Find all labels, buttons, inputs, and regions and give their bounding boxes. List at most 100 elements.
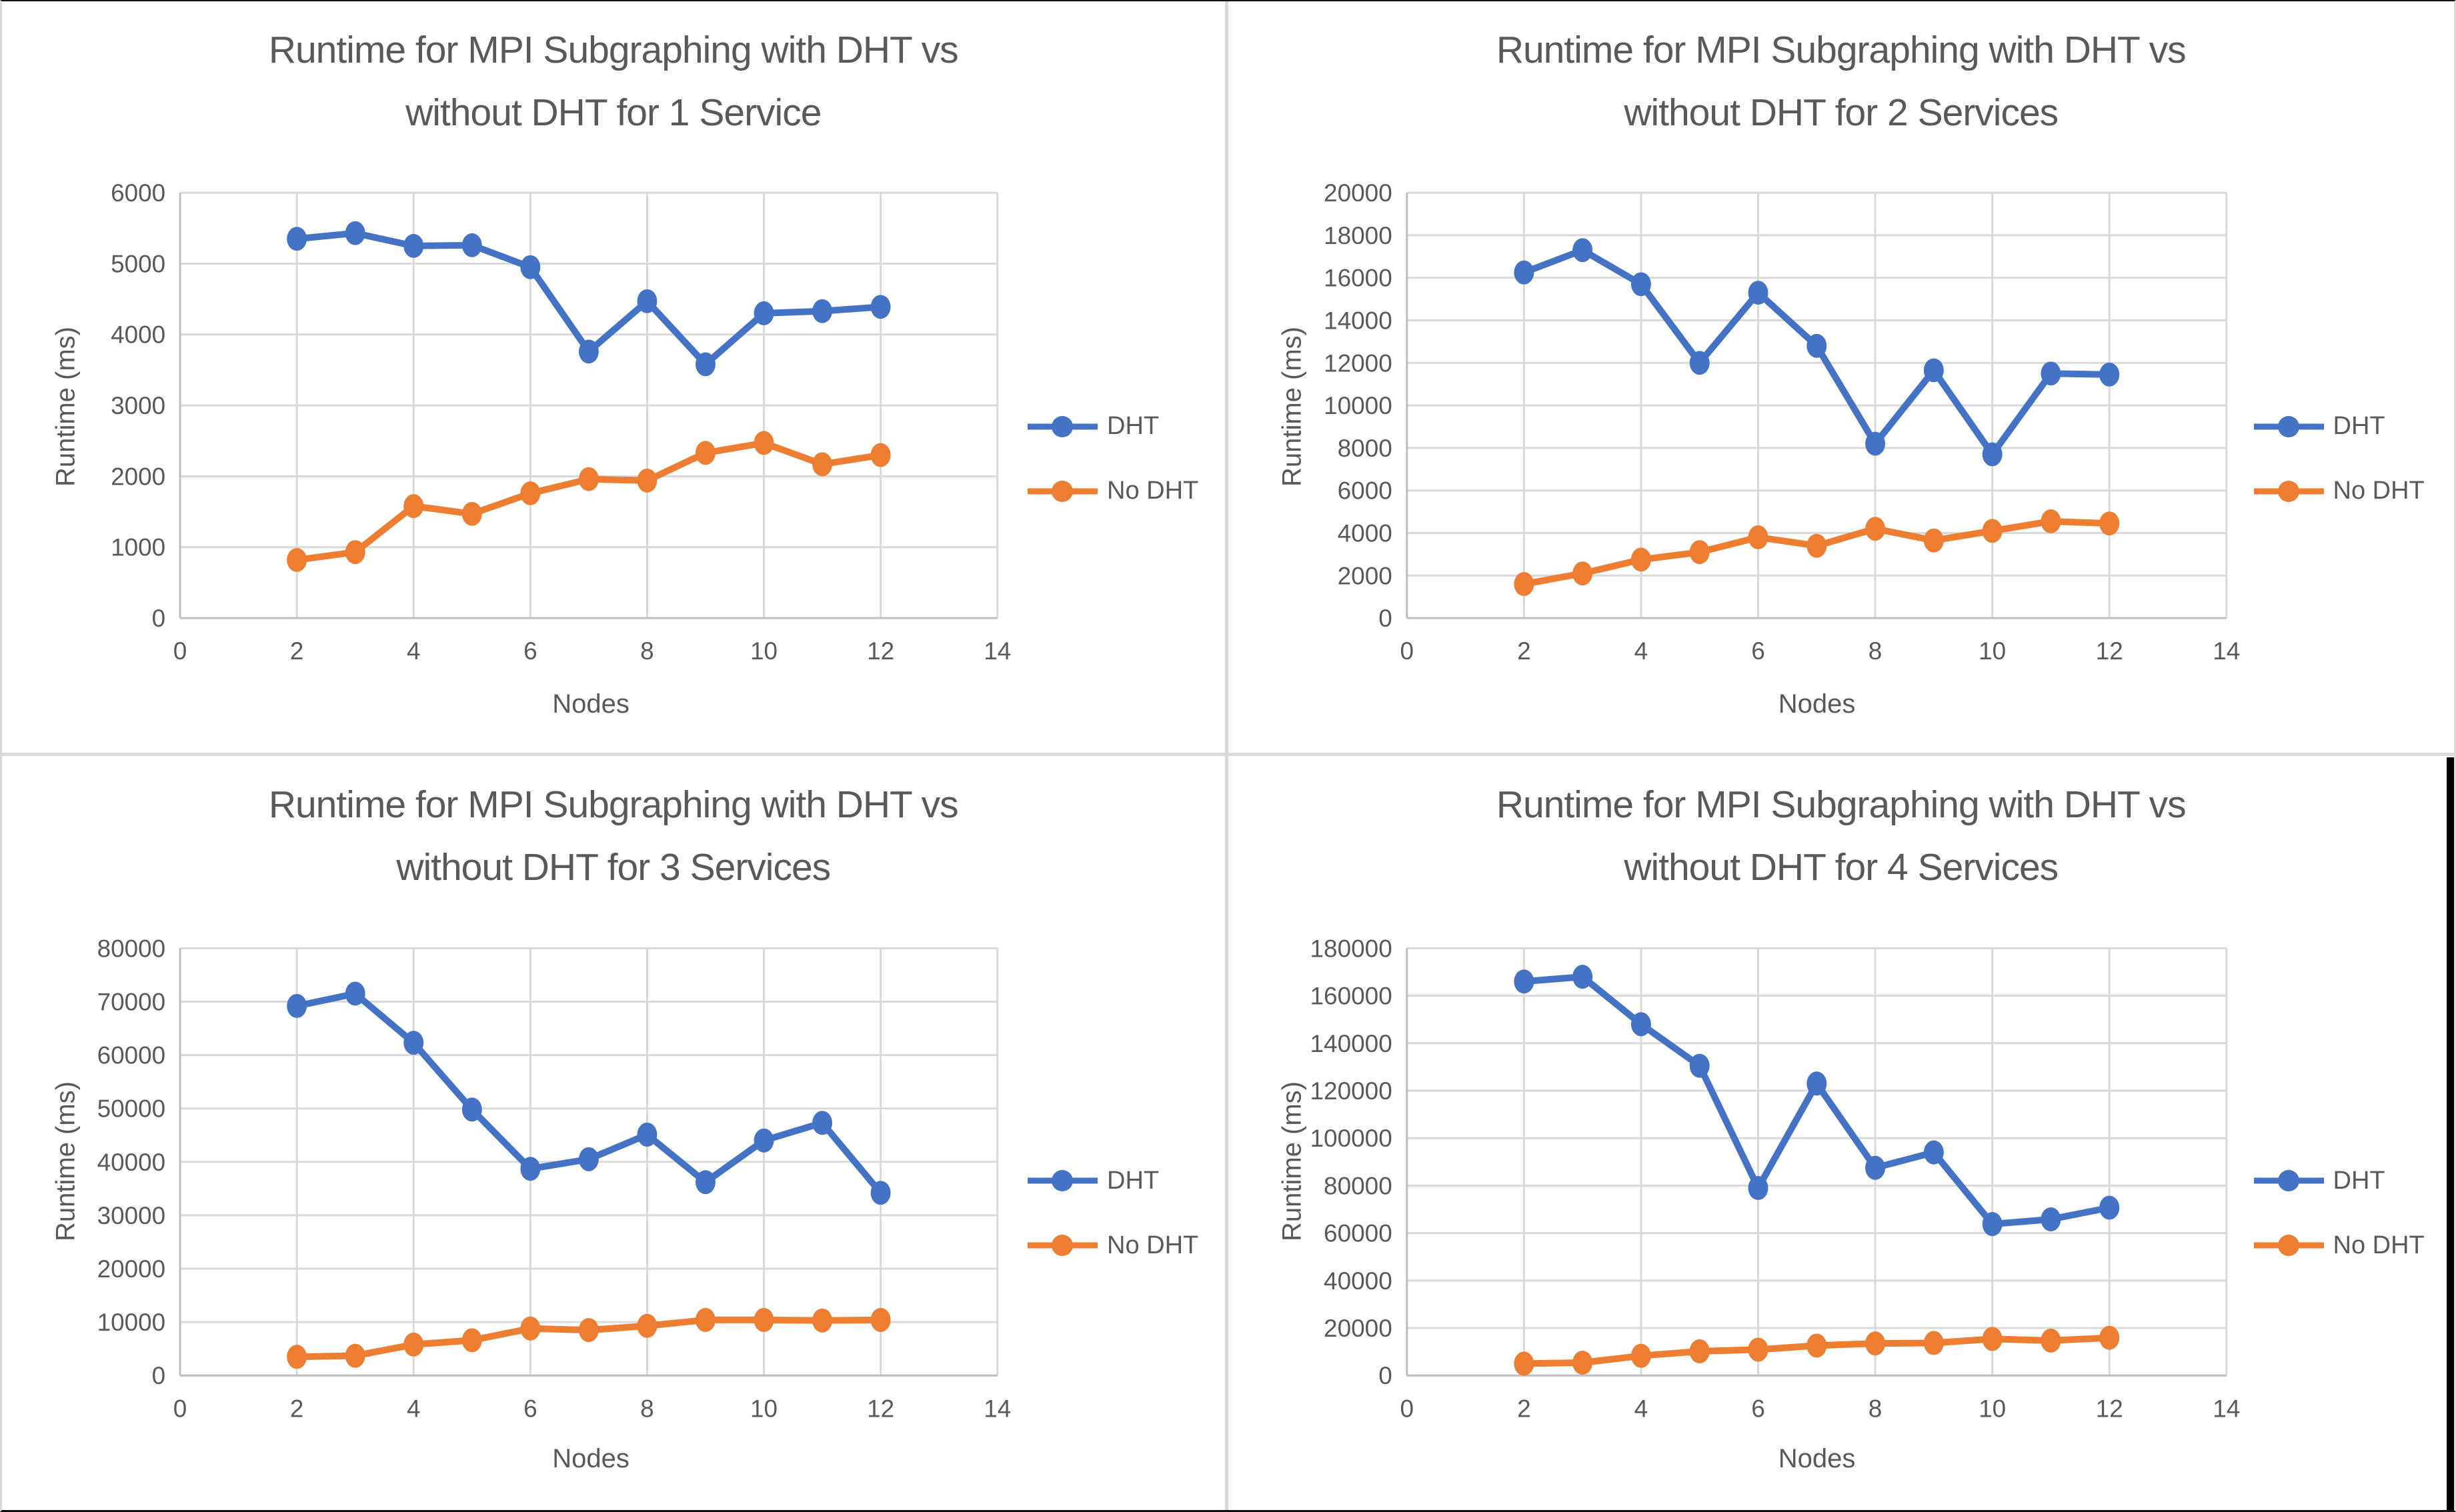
dht-line-marker-icon	[2253, 1170, 2324, 1191]
data-point-marker-no-dht	[1806, 1333, 1826, 1357]
y-tick-label: 4000	[111, 321, 165, 349]
no-dht-line-marker-icon	[1028, 480, 1098, 502]
data-point-marker-dht	[1748, 281, 1768, 305]
y-tick-label: 100000	[1310, 1125, 1392, 1152]
data-point-marker-dht	[870, 1180, 891, 1205]
data-point-marker-dht	[1689, 351, 1710, 375]
data-point-marker-dht	[1572, 238, 1592, 263]
y-tick-label: 70000	[97, 988, 165, 1015]
data-point-marker-dht	[2099, 362, 2119, 387]
data-point-marker-dht	[1630, 1011, 1651, 1036]
data-point-marker-no-dht	[696, 441, 716, 465]
legend: DHT No DHT	[1028, 412, 1198, 505]
data-point-marker-dht	[1806, 333, 1826, 358]
data-point-marker-dht	[637, 289, 658, 313]
legend-label-no-dht: No DHT	[1107, 477, 1199, 505]
data-point-marker-dht	[696, 352, 716, 377]
data-point-marker-no-dht	[1572, 1350, 1592, 1375]
series-line-no-dht	[293, 439, 884, 563]
y-tick-label: 2000	[1337, 562, 1392, 589]
chart-title-line1: Runtime for MPI Subgraphing with DHT vs	[268, 29, 959, 71]
plot-area-1-service: 0 2 4 6 8 10 12 14 0 1000 2000 3000 4000 5000 6000	[111, 179, 1011, 665]
y-tick-label: 6000	[1337, 477, 1392, 505]
y-tick-label: 140000	[1310, 1029, 1392, 1057]
chart-title-line2: without DHT for 4 Services	[1624, 845, 2059, 889]
x-tick-label: 0	[173, 1395, 187, 1422]
chart-title-line1: Runtime for MPI Subgraphing with DHT vs	[1496, 783, 2187, 826]
data-point-marker-no-dht	[1630, 1343, 1651, 1368]
x-tick-label: 10	[1979, 637, 2006, 665]
data-point-marker-dht	[345, 221, 365, 245]
y-tick-label: 20000	[1324, 1315, 1392, 1342]
data-point-marker-no-dht	[287, 1344, 307, 1369]
no-dht-line-marker-icon	[2253, 1235, 2324, 1256]
x-tick-label: 12	[867, 1395, 894, 1422]
y-tick-label: 20000	[1324, 179, 1392, 207]
data-point-marker-no-dht	[1982, 519, 2003, 543]
data-point-marker-dht	[696, 1169, 716, 1194]
data-point-marker-dht	[1689, 1053, 1710, 1078]
data-point-marker-dht	[461, 233, 482, 257]
chart-title-line1: Runtime for MPI Subgraphing with DHT vs	[1496, 29, 2187, 71]
y-tick-label: 80000	[1324, 1172, 1392, 1199]
data-point-marker-no-dht	[578, 1317, 599, 1342]
data-point-marker-dht	[2040, 1207, 2061, 1231]
data-point-marker-no-dht	[812, 1308, 833, 1333]
x-tick-label: 12	[2095, 1395, 2123, 1422]
data-point-marker-no-dht	[345, 540, 365, 565]
data-point-marker-dht	[287, 227, 307, 251]
x-tick-label: 12	[2095, 637, 2123, 665]
chart-title-line2: without DHT for 2 Services	[1624, 91, 2059, 134]
data-point-marker-no-dht	[1865, 517, 1885, 541]
chart-title: Runtime for MPI Subgraphing with DHT vs …	[2, 773, 1225, 899]
data-point-marker-no-dht	[637, 1313, 658, 1338]
data-point-marker-no-dht	[1865, 1331, 1885, 1355]
legend-item-dht: DHT	[2253, 412, 2425, 441]
y-tick-label: 18000	[1324, 222, 1392, 249]
data-point-marker-dht	[578, 339, 599, 364]
y-tick-label: 60000	[97, 1041, 165, 1069]
y-axis-title: Runtime (ms)	[51, 326, 81, 487]
plot-area-4-services: 0 2 4 6 8 10 12 14 0 20000 40000 60000 80000 100000 12…	[1310, 935, 2240, 1422]
x-tick-label: 10	[750, 1395, 778, 1422]
x-tick-label: 8	[1868, 637, 1882, 665]
data-point-marker-no-dht	[754, 1307, 774, 1332]
y-tick-label: 50000	[97, 1095, 165, 1122]
legend-label-dht: DHT	[1107, 412, 1160, 440]
y-tick-label: 160000	[1310, 982, 1392, 1009]
data-point-marker-no-dht	[1572, 561, 1592, 586]
legend-item-no-dht: No DHT	[2253, 477, 2425, 505]
chart-title: Runtime for MPI Subgraphing with DHT vs …	[1228, 773, 2455, 899]
series-line-dht	[1520, 973, 2113, 1227]
y-tick-label: 8000	[1337, 435, 1392, 462]
y-tick-label: 10000	[1324, 392, 1392, 419]
x-tick-label: 6	[523, 637, 537, 665]
x-tick-label: 2	[290, 637, 303, 665]
legend-item-no-dht: No DHT	[2253, 1231, 2425, 1260]
screenshot-edge-strip	[2447, 757, 2454, 1510]
data-point-marker-no-dht	[637, 468, 658, 493]
data-point-marker-no-dht	[578, 467, 599, 491]
data-point-marker-dht	[812, 1110, 833, 1135]
chart-title: Runtime for MPI Subgraphing with DHT vs …	[1228, 19, 2455, 144]
data-point-marker-no-dht	[870, 1307, 891, 1332]
data-point-marker-no-dht	[1689, 1339, 1710, 1363]
legend-label-dht: DHT	[1107, 1166, 1160, 1195]
legend: DHT No DHT	[1028, 1167, 1198, 1260]
y-tick-label: 5000	[111, 250, 165, 277]
data-point-marker-dht	[812, 299, 833, 323]
y-tick-label: 10000	[97, 1309, 165, 1336]
data-point-marker-no-dht	[403, 494, 424, 519]
legend-label-no-dht: No DHT	[1107, 1231, 1199, 1259]
data-point-marker-no-dht	[1982, 1326, 2003, 1351]
x-tick-label: 6	[523, 1395, 537, 1422]
data-point-marker-dht	[870, 295, 891, 319]
y-axis-title: Runtime (ms)	[1277, 1081, 1306, 1241]
y-tick-label: 14000	[1324, 307, 1392, 335]
data-point-marker-no-dht	[403, 1332, 424, 1357]
data-point-marker-no-dht	[287, 547, 307, 572]
data-point-marker-dht	[1748, 1175, 1768, 1200]
x-tick-label: 4	[407, 1395, 420, 1422]
chart-panel-2-services: 0 2 4 6 8 10 12 14 0 2000 4000 6000 8000 10000 12000 14…	[1228, 1, 2455, 756]
